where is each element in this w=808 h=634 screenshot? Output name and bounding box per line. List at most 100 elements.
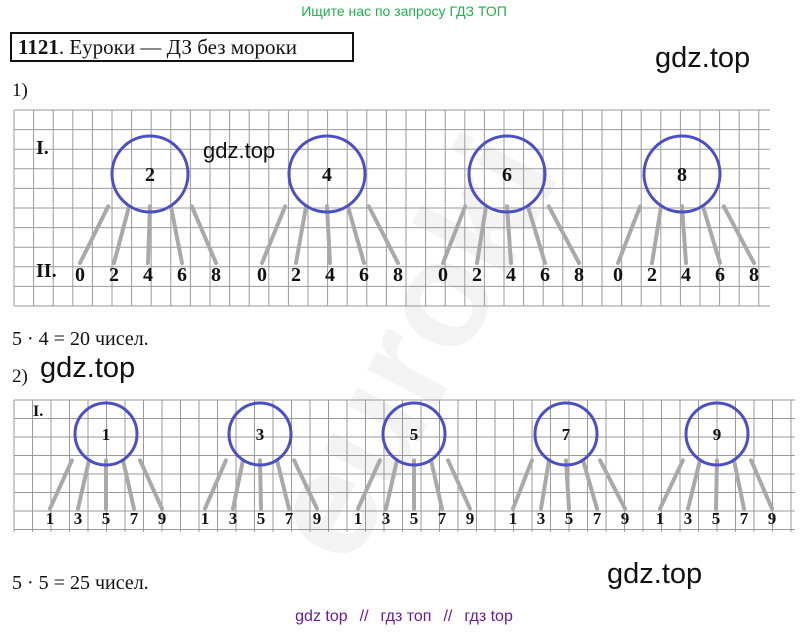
branch-digit: 5: [565, 509, 574, 528]
connector-line: [441, 204, 468, 265]
connector-line: [446, 458, 472, 511]
connector-lines: [616, 204, 756, 265]
connector-line: [714, 458, 719, 511]
branch-digit: 4: [143, 264, 153, 286]
branch-digit: 8: [749, 264, 759, 286]
branch-digit: 9: [466, 509, 475, 528]
connector-line: [686, 458, 702, 511]
branch-digit: 9: [158, 509, 167, 528]
connector-line: [539, 458, 551, 511]
connector-line: [700, 204, 722, 265]
branch-digit: 7: [130, 509, 139, 528]
branch-digit: 1: [509, 509, 518, 528]
connector-line: [48, 458, 74, 511]
circle-digit: 9: [713, 425, 722, 444]
connector-line: [598, 458, 627, 511]
digit-circle: [381, 401, 447, 467]
branch-digit: 0: [438, 264, 448, 286]
footer: gdz top // гдз топ // гдз top: [0, 608, 808, 626]
branch-digit: 6: [359, 264, 369, 286]
connector-line: [505, 204, 513, 265]
branch-digit: 6: [540, 264, 550, 286]
footer-link-1[interactable]: gdz top: [295, 608, 348, 625]
branch-digit: 7: [593, 509, 602, 528]
connector-line: [76, 458, 91, 511]
branch-digit: 0: [613, 264, 623, 286]
branch-digit: 6: [177, 264, 187, 286]
connector-line: [146, 204, 152, 265]
circle-digit: 8: [677, 164, 687, 186]
connector-line: [258, 458, 263, 511]
digit-circle: [287, 134, 367, 214]
connector-line: [275, 458, 291, 511]
connector-line: [260, 204, 288, 265]
digit-circle: [73, 401, 139, 467]
branch-digit: 7: [740, 509, 749, 528]
footer-separator: //: [443, 608, 453, 625]
connector-line: [546, 204, 581, 265]
task-number: 1121: [18, 35, 59, 59]
branch-digit: 4: [325, 264, 335, 286]
circle-digit: 7: [562, 425, 571, 444]
connector-line: [384, 458, 399, 511]
branch-digit: 3: [537, 509, 546, 528]
footer-separator: //: [359, 608, 369, 625]
branch-digit: 9: [621, 509, 630, 528]
branch-digit: 5: [257, 509, 266, 528]
connector-line: [658, 458, 685, 511]
connector-line: [121, 458, 136, 511]
connector-lines: [356, 458, 472, 511]
connector-line: [680, 204, 688, 265]
connector-line: [325, 204, 332, 265]
connector-line: [345, 204, 366, 265]
connector-lines: [78, 204, 218, 265]
footer-link-2[interactable]: гдз топ: [380, 608, 432, 625]
watermark-text: gdz.top: [655, 42, 751, 74]
branch-digit: 2: [291, 264, 301, 286]
connector-line: [356, 458, 382, 511]
connector-lines: [48, 458, 164, 511]
connector-line: [749, 458, 774, 511]
digit-circle: [467, 134, 547, 214]
connector-line: [112, 204, 132, 265]
branch-digit: 9: [313, 509, 322, 528]
branch-digit: 1: [354, 509, 363, 528]
branch-digit: 3: [382, 509, 391, 528]
branch-digit: 1: [46, 509, 55, 528]
branch-digit: 8: [574, 264, 584, 286]
connector-line: [616, 204, 643, 265]
connector-line: [189, 204, 218, 265]
part1-result: 5 · 4 = 20 чисел.: [12, 328, 149, 350]
branch-digit: 1: [656, 509, 665, 528]
circle-digit: 2: [145, 164, 155, 186]
branch-digit: 0: [75, 264, 85, 286]
task-title: . Еуроки — ДЗ без мороки: [58, 35, 297, 59]
connector-lines: [203, 458, 319, 511]
connector-line: [429, 458, 444, 511]
footer-link-3[interactable]: гдз top: [464, 608, 513, 625]
branch-digit: 6: [715, 264, 725, 286]
digit-circle: [110, 134, 190, 214]
branch-digit: 7: [285, 509, 294, 528]
digit-circle: [227, 401, 293, 467]
branch-digit: 3: [74, 509, 83, 528]
connector-line: [475, 204, 489, 265]
task-header: 1121. Еуроки — ДЗ без мороки: [10, 32, 354, 62]
circle-digit: 3: [256, 425, 265, 444]
branch-digit: 2: [109, 264, 119, 286]
row-label: II.: [36, 260, 57, 282]
branch-digit: 0: [257, 264, 267, 286]
branch-digit: 1: [201, 509, 210, 528]
branch-digit: 4: [506, 264, 516, 286]
connector-lines: [658, 458, 774, 511]
branch-digit: 8: [211, 264, 221, 286]
branch-digit: 5: [410, 509, 419, 528]
branch-digit: 8: [393, 264, 403, 286]
branch-digit: 3: [229, 509, 238, 528]
branch-digit: 3: [684, 509, 693, 528]
connector-line: [168, 204, 184, 265]
watermark-text: gdz.top: [607, 558, 703, 590]
part2-result: 5 · 5 = 25 чисел.: [12, 572, 149, 594]
branch-digit: 7: [438, 509, 447, 528]
branch-digit: 5: [102, 509, 111, 528]
